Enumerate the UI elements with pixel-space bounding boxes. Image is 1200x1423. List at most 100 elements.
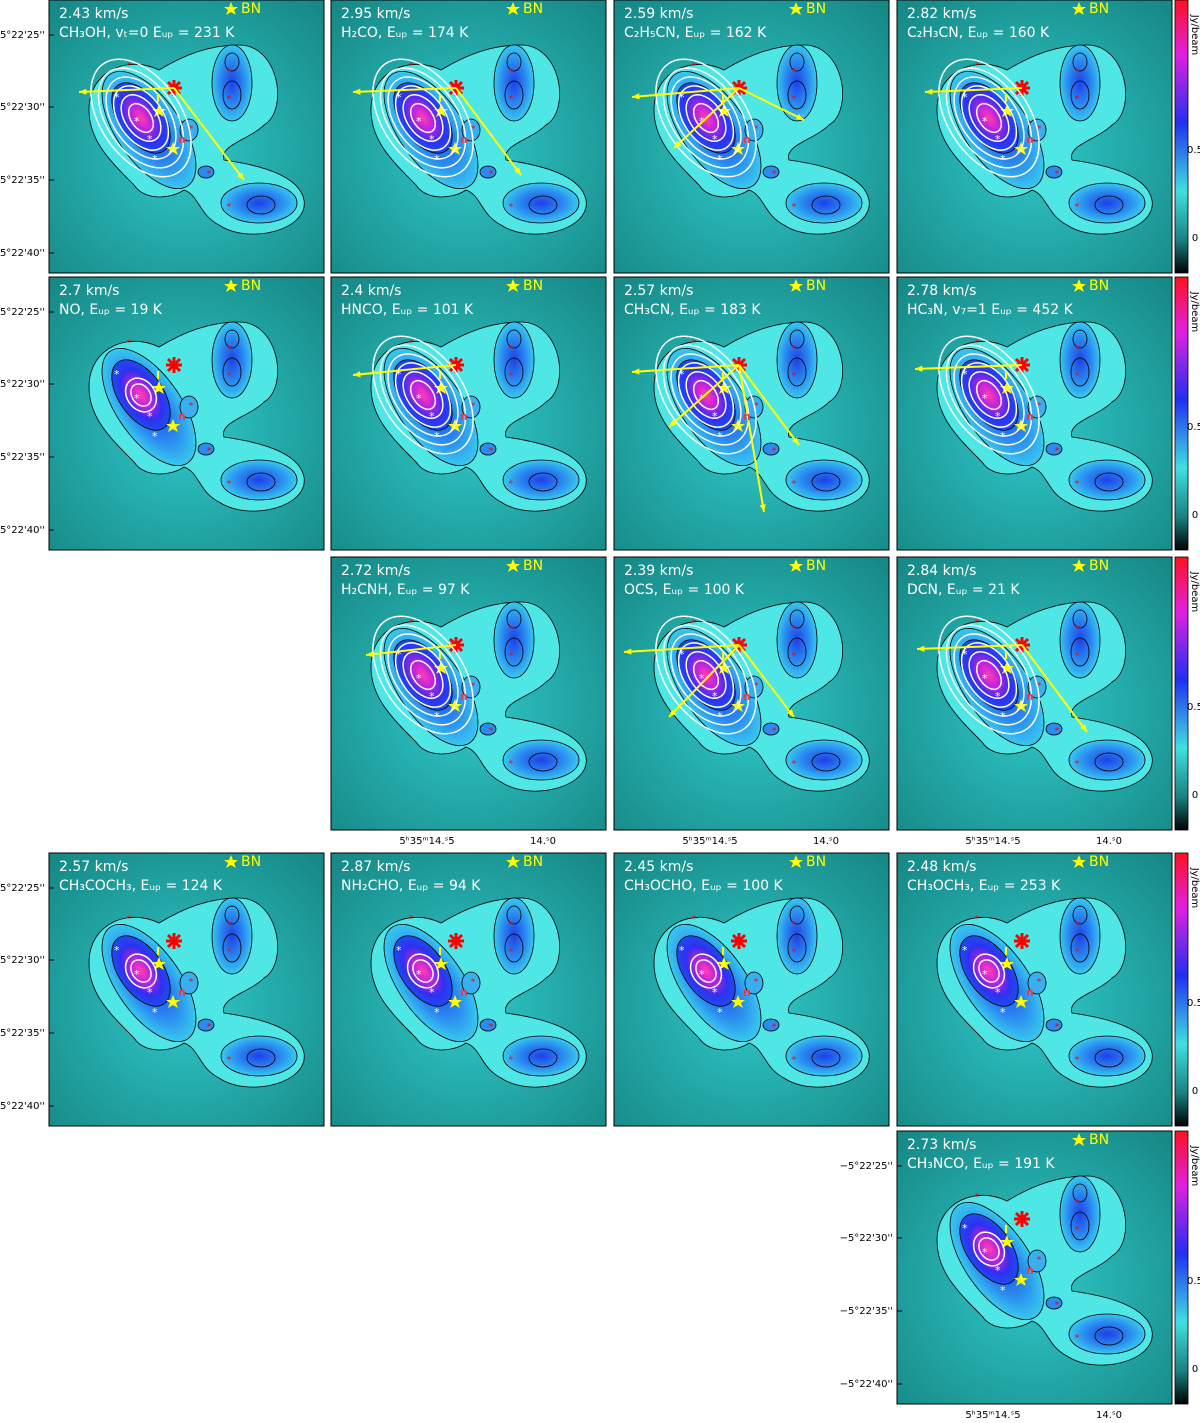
y-tick-label: −5°22'30'' [0, 955, 45, 966]
colorbar-tick-label: 0.5 [1187, 422, 1200, 433]
velocity: 2.78 km/s [907, 283, 976, 299]
marker-label: n [178, 986, 186, 999]
line-contour [685, 94, 727, 142]
marker-label: I [1004, 92, 1008, 105]
panel: 2.7 km/s NO, Eᵤₚ = 19 K BN In [47, 275, 326, 552]
panel: 2.57 km/s CH₃COCH₃, Eᵤₚ = 124 K BN In [47, 851, 326, 1128]
arrow-head [237, 172, 244, 180]
line-contour [124, 377, 158, 413]
y-tick-label: −5°22'40'' [0, 1101, 45, 1112]
x-tick-label: 14.ˢ0 [1096, 836, 1122, 847]
outflow-arrow [1021, 644, 1088, 733]
line-contour [130, 959, 152, 983]
arrow-head [624, 648, 632, 655]
bn-star [1072, 279, 1086, 292]
marker-label: n [1026, 1264, 1034, 1277]
y-tick-label: −5°22'35'' [0, 452, 45, 463]
bn-label: BN [241, 1, 261, 17]
line-contour [412, 959, 434, 983]
line-contour [387, 76, 459, 160]
bn-star [224, 2, 238, 15]
colorbar [1174, 1130, 1189, 1405]
velocity: 2.45 km/s [624, 859, 693, 875]
line-contour [662, 624, 750, 726]
x-tick-label: 5ʰ35ᵐ14.ˢ5 [399, 836, 454, 847]
y-tick-label: −5°22'25'' [0, 307, 45, 318]
species-label: HC₃N, v₇=1 Eᵤₚ = 452 K [907, 302, 1074, 318]
velocity: 2.7 km/s [59, 283, 119, 299]
colorbar-tick-label: 0 [1192, 510, 1198, 521]
frame [330, 0, 607, 274]
bn-label: BN [806, 1, 826, 17]
bn-star [1072, 855, 1086, 868]
line-contour [692, 102, 720, 134]
marker-label: n [178, 133, 186, 146]
line-contour [670, 353, 742, 437]
colorbar [1174, 276, 1189, 551]
outflow-arrow [668, 364, 740, 428]
line-contour [379, 67, 467, 169]
arrow-head [79, 88, 87, 95]
marker-label: n [1026, 133, 1034, 146]
y-tick-label: −5°22'30'' [0, 102, 45, 113]
arrow-head [366, 651, 374, 658]
outflow-arrow [668, 644, 740, 718]
panel: 2.72 km/s H₂CNH, Eᵤₚ = 97 K BN In [329, 555, 608, 832]
bn-label: BN [241, 278, 261, 294]
outflow-arrow [916, 644, 1023, 650]
marker-label: I [1004, 369, 1008, 382]
line-contour [409, 659, 437, 691]
frame [613, 852, 890, 1127]
bn-star [789, 2, 803, 15]
arrow-head [674, 140, 682, 148]
line-contour [387, 353, 459, 437]
line-contour [685, 371, 727, 419]
bn-label: BN [1089, 854, 1109, 870]
line-contour [372, 58, 474, 178]
species-label: C₂H₃CN, Eᵤₚ = 160 K [907, 25, 1050, 41]
velocity: 2.4 km/s [341, 283, 401, 299]
line-contour [953, 633, 1025, 717]
line-contour [972, 1231, 1006, 1267]
line-contour [120, 94, 162, 142]
line-contour [968, 94, 1010, 142]
bn-label: BN [241, 854, 261, 870]
species-label: DCN, Eᵤₚ = 21 K [907, 582, 1020, 598]
line-contour [394, 642, 452, 708]
outflow-arrow [173, 87, 245, 181]
panel: 2.82 km/s C₂H₃CN, Eᵤₚ = 160 K BN In [895, 0, 1174, 275]
bn-star [506, 855, 520, 868]
line-contour [127, 102, 155, 134]
frame [48, 276, 325, 551]
panel: 2.48 km/s CH₃OCH₃, Eᵤₚ = 253 K BN In [895, 851, 1174, 1128]
line-contour [105, 76, 177, 160]
bn-star [1072, 1133, 1086, 1146]
marker-label: I [1004, 1223, 1008, 1236]
bn-star [1072, 2, 1086, 15]
bn-label: BN [806, 854, 826, 870]
panel: 2.59 km/s C₂H₅CN, Eᵤₚ = 162 K BN In [612, 0, 891, 275]
species-label: NH₂CHO, Eᵤₚ = 94 K [341, 878, 481, 894]
panel: 2.95 km/s H₂CO, Eᵤₚ = 174 K BN In [329, 0, 608, 275]
arrow-head [632, 93, 640, 100]
bn-star [789, 855, 803, 868]
arrow-head [917, 645, 925, 652]
species-label: C₂H₅CN, Eᵤₚ = 162 K [624, 25, 767, 41]
y-tick-label: −5°22'40'' [840, 1379, 893, 1390]
line-contour [670, 633, 742, 717]
y-tick-label: −5°22'35'' [0, 1028, 45, 1039]
arrow-head [514, 167, 521, 175]
bn-star [506, 559, 520, 572]
line-contour [938, 58, 1040, 178]
panel: 2.73 km/s CH₃NCO, Eᵤₚ = 191 K BN In [895, 1129, 1174, 1406]
x-tick-label: 14.ˢ0 [813, 836, 839, 847]
y-tick-label: −5°22'25'' [840, 1161, 893, 1172]
bn-star [506, 279, 520, 292]
line-contour [402, 94, 444, 142]
arrow-head [353, 88, 361, 95]
line-contour [402, 651, 444, 699]
arrow-head [915, 365, 923, 372]
line-contour [372, 335, 474, 455]
line-contour [409, 379, 437, 411]
